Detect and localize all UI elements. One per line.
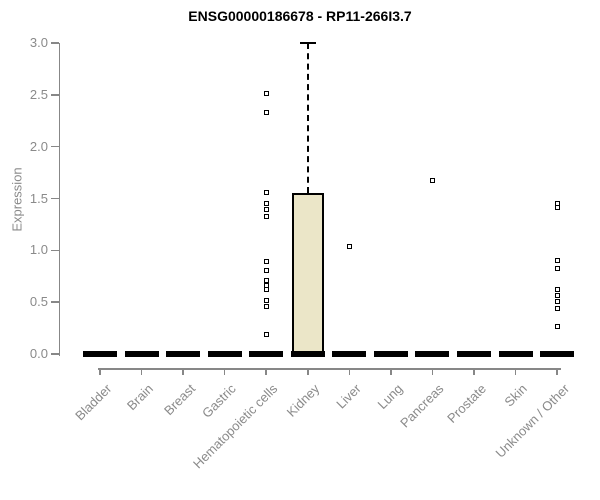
x-tick [99,368,101,375]
outlier-point [263,277,269,283]
x-tick [140,368,143,375]
x-tick-label: Gastric [199,381,240,421]
boxplot-collapsed-dash [249,351,284,357]
x-tick [265,368,267,375]
boxplot-whisker-cap [299,42,316,44]
x-tick-label: Unknown / Other [492,381,572,461]
x-tick-label: Pancreas [397,381,448,431]
x-tick-label: Brain [124,381,157,414]
y-tick-label: 1.5 [29,190,48,206]
boxplot-collapsed-dash [83,351,117,357]
boxplot-collapsed-dash [456,351,491,357]
x-tick [182,368,184,375]
outlier-point [554,323,560,329]
x-tick-label: Bladder [72,381,115,424]
y-tick [51,301,59,303]
boxplot-box [291,193,324,354]
outlier-point [346,243,352,249]
y-tick [51,353,59,355]
x-tick [473,368,475,375]
boxplot-collapsed-dash [207,351,242,357]
x-tick-label: Liver [333,381,364,412]
x-tick-label: Prostate [443,381,489,426]
outlier-point [554,293,560,299]
x-tick [307,368,309,375]
outlier-point [263,287,269,293]
outlier-point [263,189,269,195]
y-tick [51,42,59,44]
outlier-point [263,267,269,273]
y-tick-label: 3.0 [29,35,48,50]
outlier-point [554,266,560,272]
x-tick-label: Kidney [283,381,323,420]
boxplot-collapsed-dash [540,351,575,357]
boxplot-collapsed-dash [332,351,367,357]
outlier-point [263,297,269,303]
outlier-point [263,109,269,115]
y-axis-line [58,43,60,356]
x-tick-label: Lung [374,381,406,413]
x-tick-label: Skin [501,381,531,410]
outlier-point [263,91,269,97]
outlier-point [263,303,269,309]
x-tick-label: Breast [160,381,198,419]
boxplot-collapsed-dash [373,351,408,357]
boxplot-collapsed-dash [166,351,201,357]
outlier-point [263,259,269,265]
boxplot-whisker [306,43,309,194]
x-tick [348,368,351,375]
outlier-point [554,298,560,304]
y-tick-label: 0.0 [29,346,48,361]
outlier-point [554,287,560,293]
x-tick [223,368,226,375]
boxplot-collapsed-dash [124,351,159,357]
y-tick-label: 2.0 [29,138,48,154]
y-tick [51,249,59,252]
boxplot-collapsed-dash [498,351,533,357]
x-tick [390,368,392,375]
outlier-point [554,205,560,211]
boxplot-collapsed-dash [415,351,450,357]
chart-title: ENSG00000186678 - RP11-266I3.7 [188,8,412,24]
x-tick [514,368,517,375]
y-tick-label: 0.5 [29,294,48,310]
outlier-point [429,178,435,184]
outlier-point [263,213,269,219]
outlier-point [554,258,560,264]
y-tick [51,197,59,200]
x-tick [556,368,558,375]
boxplot-median [290,351,325,357]
outlier-point [554,305,560,311]
outlier-point [263,331,269,337]
x-axis-line [98,368,561,370]
y-tick [51,145,59,148]
outlier-point [263,207,269,213]
y-tick-label: 1.0 [29,242,48,258]
x-tick [431,368,434,375]
outlier-point [263,201,269,207]
y-tick [51,94,59,96]
y-tick-label: 2.5 [29,86,48,102]
